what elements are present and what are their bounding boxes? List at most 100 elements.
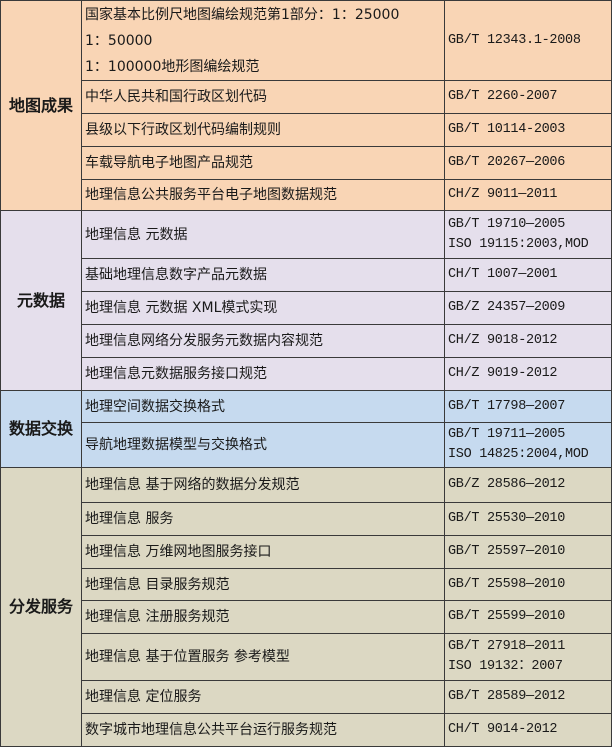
standard-name: 中华人民共和国行政区划代码 bbox=[85, 89, 267, 105]
standard-name: 数字城市地理信息公共平台运行服务规范 bbox=[85, 722, 337, 738]
table-row: 数据交换 地理空间数据交换格式 GB/T 17798—2007 bbox=[0, 390, 612, 468]
standard-code-cell: GB/T 20267—2006 bbox=[444, 146, 612, 180]
table-row: 中华人民共和国行政区划代码 GB/T 2260-2007 bbox=[0, 80, 612, 114]
category-cell: 分发服务 bbox=[0, 467, 82, 747]
standard-name: 1：100000地形图编绘规范 bbox=[85, 58, 260, 75]
table-row: 地理信息 基于位置服务 参考模型 GB/T 27918—2011 ISO 19132… bbox=[0, 633, 612, 681]
standard-code-cell: GB/Z 28586—2012 bbox=[444, 467, 612, 503]
standard-name-cell: 地理信息 目录服务规范 bbox=[81, 568, 445, 601]
standard-code: GB/T 10114-2003 bbox=[448, 122, 566, 137]
standard-code: GB/Z 24357—2009 bbox=[448, 300, 566, 315]
standard-name: 地理信息 基于位置服务 参考模型 bbox=[85, 649, 290, 665]
standard-code: GB/T 17798—2007 bbox=[448, 398, 566, 414]
standard-code: GB/T 19710—2005 bbox=[448, 216, 566, 232]
standard-code-cell: CH/Z 9011—2011 bbox=[444, 179, 612, 211]
standard-name: 车载导航电子地图产品规范 bbox=[85, 155, 253, 171]
table-row: 地理信息 元数据 XML模式实现 GB/Z 24357—2009 bbox=[0, 291, 612, 325]
standard-code-cell: GB/T 25598—2010 bbox=[444, 568, 612, 601]
standard-code: ISO 19115:2003,MOD bbox=[448, 236, 589, 252]
standard-name-cell: 地理信息 元数据 XML模式实现 bbox=[81, 291, 445, 325]
table-row: 地理信息 万维网地图服务接口 GB/T 25597—2010 bbox=[0, 535, 612, 569]
table-row: 地图成果 国家基本比例尺地图编绘规范第1部分：1：25000 1：50000 1：10… bbox=[0, 0, 612, 211]
standard-name: 地理信息 万维网地图服务接口 bbox=[85, 544, 272, 560]
table-row: 地理信息公共服务平台电子地图数据规范 CH/Z 9011—2011 bbox=[0, 179, 612, 211]
table-row: 地理信息 服务 GB/T 25530—2010 bbox=[0, 502, 612, 536]
standard-code-cell: CH/T 1007—2001 bbox=[444, 258, 612, 292]
table-row: 地理信息元数据服务接口规范 CH/Z 9019-2012 bbox=[0, 357, 612, 391]
category-cell: 数据交换 bbox=[0, 390, 82, 468]
standard-name-cell: 地理信息 基于位置服务 参考模型 bbox=[81, 633, 445, 681]
standard-name: 地理空间数据交换格式 bbox=[85, 398, 225, 415]
standard-code: GB/T 25598—2010 bbox=[448, 576, 566, 592]
table-row: 车载导航电子地图产品规范 GB/T 20267—2006 bbox=[0, 146, 612, 180]
standard-code-cell: GB/T 19710—2005 ISO 19115:2003,MOD bbox=[444, 210, 612, 259]
standard-code: CH/Z 9011—2011 bbox=[448, 187, 558, 202]
table-row: 地理信息 注册服务规范 GB/T 25599—2010 bbox=[0, 600, 612, 634]
standard-name-cell: 车载导航电子地图产品规范 bbox=[81, 146, 445, 180]
category-cell: 地图成果 bbox=[0, 0, 82, 211]
standard-code-cell: GB/T 17798—2007 bbox=[444, 390, 612, 423]
standard-name-cell: 县级以下行政区划代码编制规则 bbox=[81, 113, 445, 147]
standard-code: GB/T 25597—2010 bbox=[448, 544, 566, 559]
standard-name-cell: 地理信息 万维网地图服务接口 bbox=[81, 535, 445, 569]
standard-name: 基础地理信息数字产品元数据 bbox=[85, 267, 267, 283]
standard-code: GB/T 25599—2010 bbox=[448, 609, 566, 624]
standard-code: GB/T 25530—2010 bbox=[448, 511, 566, 526]
standard-code-cell: GB/T 2260-2007 bbox=[444, 80, 612, 114]
category-cell: 元数据 bbox=[0, 210, 82, 391]
table-row: 数字城市地理信息公共平台运行服务规范 CH/T 9014-2012 bbox=[0, 713, 612, 747]
standard-code-cell: GB/T 25597—2010 bbox=[444, 535, 612, 569]
standard-code-cell: GB/T 25599—2010 bbox=[444, 600, 612, 634]
standard-name-cell: 导航地理数据模型与交换格式 bbox=[81, 422, 445, 468]
standard-code-cell: GB/T 12343.1-2008 bbox=[444, 0, 612, 81]
standard-code: CH/Z 9019-2012 bbox=[448, 366, 558, 381]
standard-code-cell: GB/T 19711—2005 ISO 14825:2004,MOD bbox=[444, 422, 612, 468]
standard-code-cell: CH/Z 9019-2012 bbox=[444, 357, 612, 391]
standard-code: GB/T 20267—2006 bbox=[448, 155, 566, 170]
standard-code: GB/T 2260-2007 bbox=[448, 89, 558, 104]
standard-name: 地理信息 目录服务规范 bbox=[85, 576, 230, 593]
standard-name-cell: 地理空间数据交换格式 bbox=[81, 390, 445, 423]
standard-name-cell: 地理信息 定位服务 bbox=[81, 680, 445, 714]
table-row: 分发服务 地理信息 基于网络的数据分发规范 GB/Z 28586—2012 bbox=[0, 467, 612, 747]
standard-code: GB/Z 28586—2012 bbox=[448, 477, 566, 492]
standard-code: GB/T 28589—2012 bbox=[448, 689, 566, 704]
standard-name: 1：50000 bbox=[85, 32, 153, 49]
standard-code: CH/Z 9018-2012 bbox=[448, 333, 558, 348]
standard-code-cell: GB/Z 24357—2009 bbox=[444, 291, 612, 325]
standard-code: GB/T 19711—2005 bbox=[448, 427, 566, 442]
standard-code-cell: CH/T 9014-2012 bbox=[444, 713, 612, 747]
table-row: 地理信息网络分发服务元数据内容规范 CH/Z 9018-2012 bbox=[0, 324, 612, 358]
standard-name: 地理信息网络分发服务元数据内容规范 bbox=[85, 333, 323, 349]
table-row: 地理信息 定位服务 GB/T 28589—2012 bbox=[0, 680, 612, 714]
standard-name-cell: 地理信息 服务 bbox=[81, 502, 445, 536]
table-row: 元数据 地理信息 元数据 GB/T 19710—2005 ISO 19115:2003… bbox=[0, 210, 612, 391]
standard-name: 县级以下行政区划代码编制规则 bbox=[85, 122, 281, 138]
standard-name: 地理信息 定位服务 bbox=[85, 689, 202, 705]
standard-code: GB/T 27918—2011 bbox=[448, 639, 566, 654]
table-row: 地理信息 目录服务规范 GB/T 25598—2010 bbox=[0, 568, 612, 601]
standard-code: ISO 14825:2004,MOD bbox=[448, 447, 589, 462]
standard-name: 地理信息 注册服务规范 bbox=[85, 609, 230, 625]
standard-name-cell: 地理信息网络分发服务元数据内容规范 bbox=[81, 324, 445, 358]
standard-name-cell: 地理信息 元数据 bbox=[81, 210, 445, 259]
standard-code-cell: GB/T 25530—2010 bbox=[444, 502, 612, 536]
standard-name: 地理信息元数据服务接口规范 bbox=[85, 366, 267, 382]
standard-code: GB/T 12343.1-2008 bbox=[448, 32, 581, 48]
standard-name-cell: 基础地理信息数字产品元数据 bbox=[81, 258, 445, 292]
standard-code-cell: CH/Z 9018-2012 bbox=[444, 324, 612, 358]
standard-name: 地理信息 服务 bbox=[85, 511, 174, 527]
standard-name-cell: 地理信息元数据服务接口规范 bbox=[81, 357, 445, 391]
standard-name: 地理信息 元数据 XML模式实现 bbox=[85, 300, 278, 316]
standard-name: 导航地理数据模型与交换格式 bbox=[85, 437, 267, 453]
standard-code: ISO 19132：2007 bbox=[448, 659, 563, 674]
standard-name-cell: 数字城市地理信息公共平台运行服务规范 bbox=[81, 713, 445, 747]
standard-code: CH/T 9014-2012 bbox=[448, 722, 558, 737]
standard-name: 地理信息 基于网络的数据分发规范 bbox=[85, 477, 300, 493]
standard-name: 国家基本比例尺地图编绘规范第1部分：1：25000 bbox=[85, 6, 400, 23]
standard-name-cell: 地理信息 基于网络的数据分发规范 bbox=[81, 467, 445, 503]
standard-code: CH/T 1007—2001 bbox=[448, 267, 558, 282]
table-row: 基础地理信息数字产品元数据 CH/T 1007—2001 bbox=[0, 258, 612, 292]
standard-name-cell: 地理信息 注册服务规范 bbox=[81, 600, 445, 634]
